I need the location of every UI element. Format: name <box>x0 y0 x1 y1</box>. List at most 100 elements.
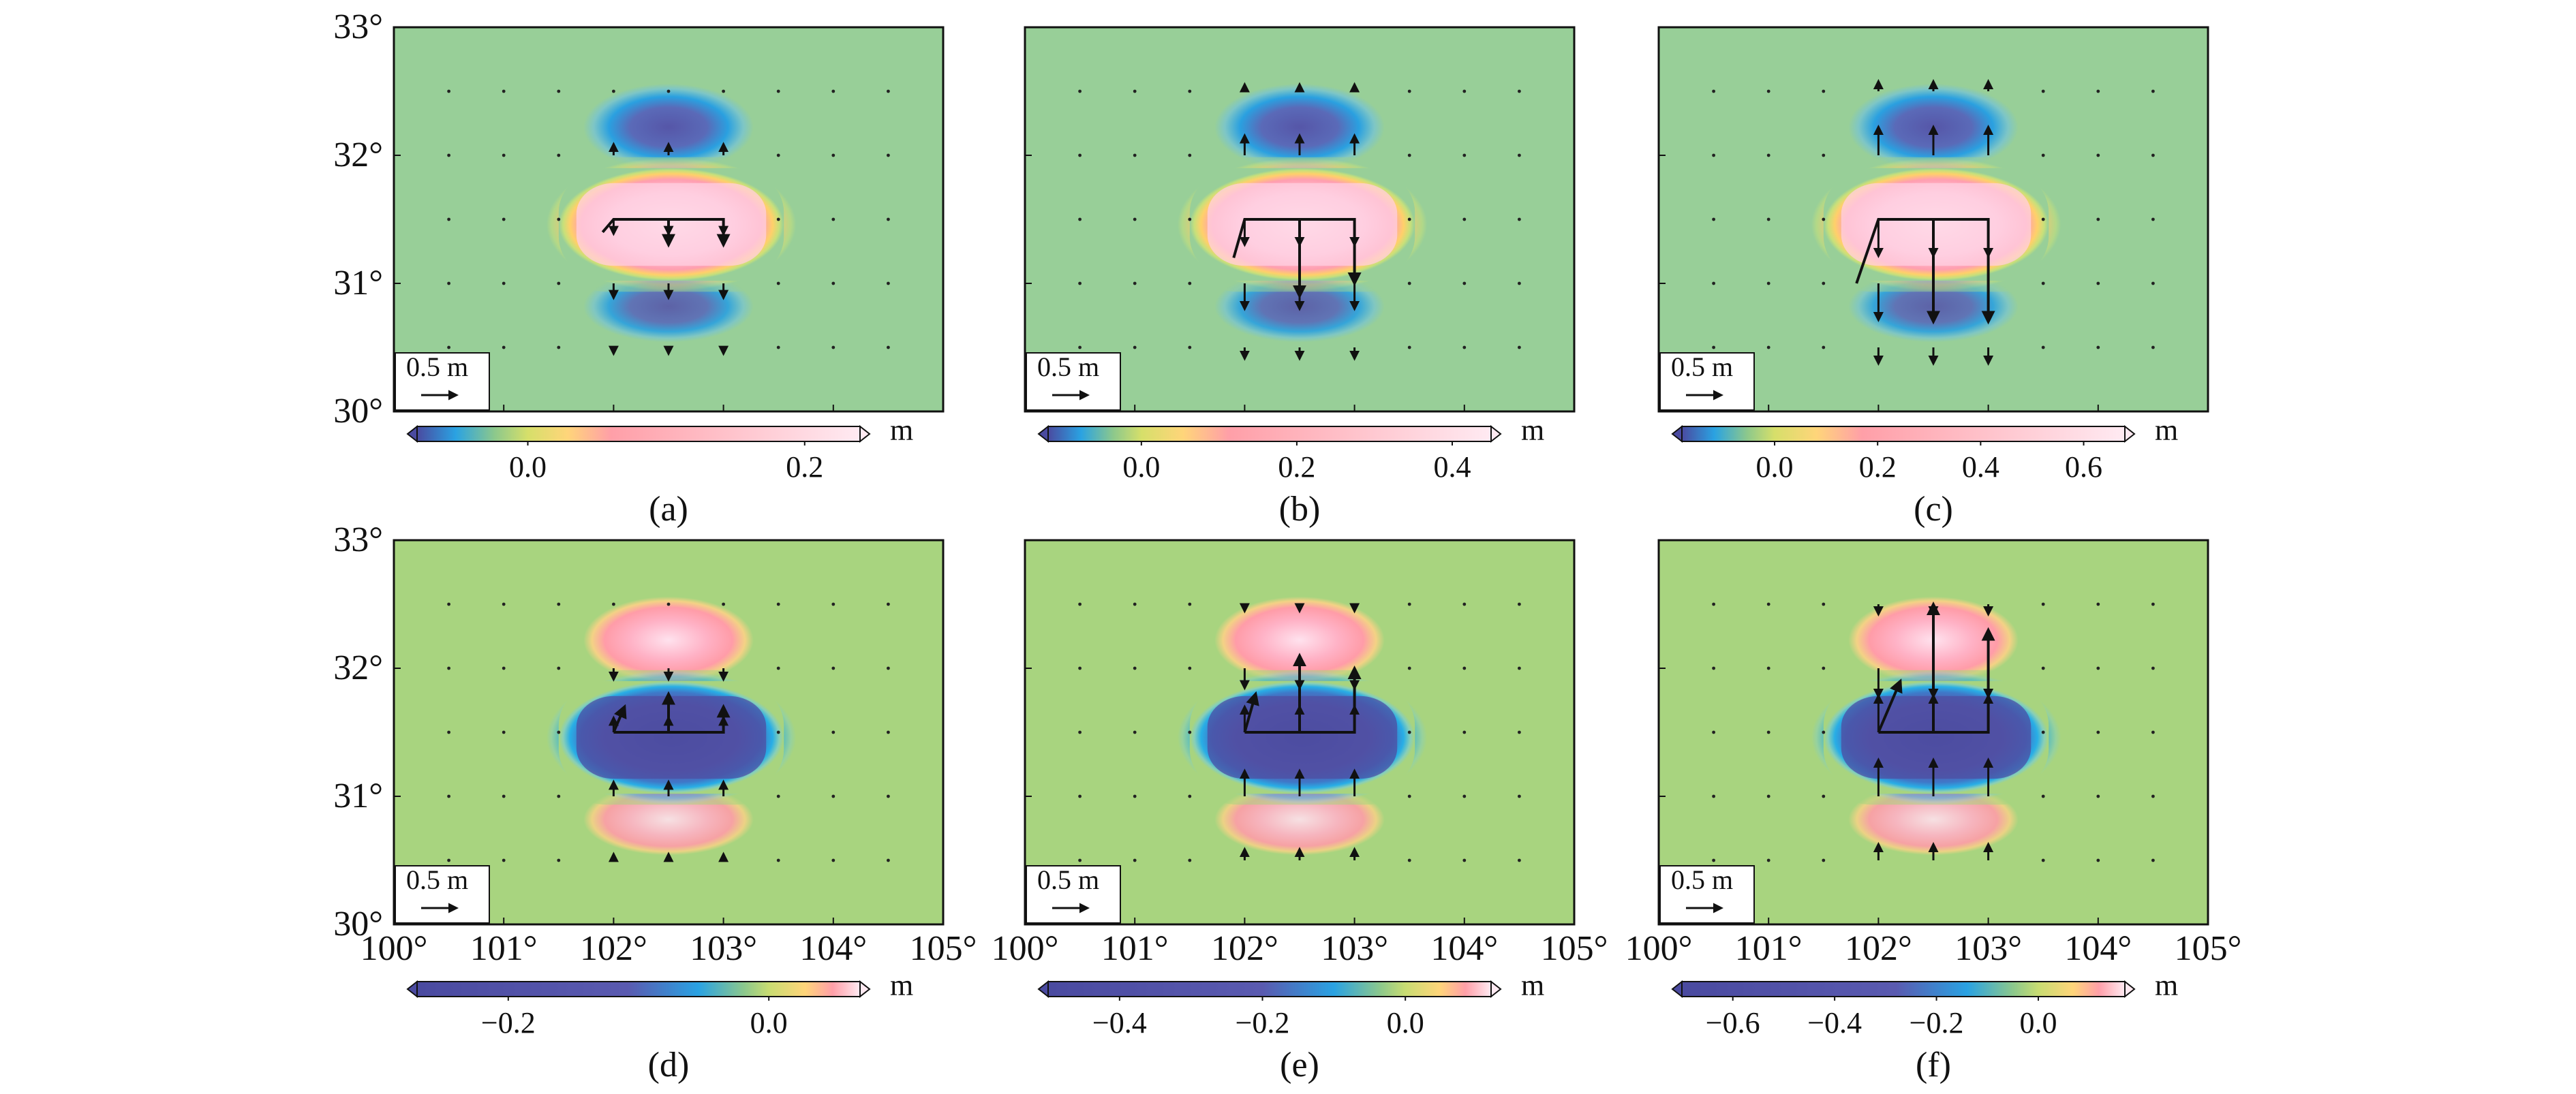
scale-label: 0.5 m <box>406 351 468 382</box>
vector-dot <box>2041 794 2045 798</box>
vector-dot <box>1407 858 1411 862</box>
vector-dot <box>2041 345 2045 349</box>
scale-label: 0.5 m <box>1037 351 1099 382</box>
vector-dot <box>776 345 780 349</box>
colorbar <box>1047 981 1492 997</box>
vector-dot <box>1518 89 1521 93</box>
colorbar-max-triangle <box>2124 980 2136 999</box>
vector-dot <box>2041 666 2045 670</box>
vector-dot <box>557 153 561 157</box>
vector-dot <box>2151 794 2155 798</box>
colorbar-tick-label: 0.2 <box>1859 450 1897 484</box>
colorbar-min-triangle <box>1037 424 1049 443</box>
panel-frame <box>1657 26 2209 413</box>
panel-a: 0.5 m 30° 31° 32° 33° m 0.0 0.2 (a) <box>333 7 945 529</box>
vector-dot <box>776 666 780 670</box>
vector-dot <box>1766 153 1770 157</box>
panel-f: 0.5 m 100° 101° 102° 103° 104° 105°m −0.6 −0.4 −0… <box>1625 539 2241 1084</box>
lon-tick-label: 102° <box>1845 929 1912 968</box>
vector-dot <box>1078 794 1082 798</box>
vector-dot <box>1462 281 1467 285</box>
vector-dot <box>1712 89 1716 93</box>
colorbar-tick-label: −0.4 <box>1092 1006 1147 1040</box>
colorbar-tick-label: 0.0 <box>1387 1006 1424 1040</box>
vector-dot <box>1822 602 1826 606</box>
vector-dot <box>1822 858 1826 862</box>
vector-dot <box>2041 858 2045 862</box>
vector-dot <box>831 794 835 798</box>
vector-dot <box>1133 858 1137 862</box>
vector-dot <box>1462 89 1467 93</box>
vector-dot <box>1078 602 1082 606</box>
vector-dot <box>502 345 506 349</box>
vector-dot <box>1518 602 1521 606</box>
vector-dot <box>502 89 506 93</box>
vector-dot <box>1407 794 1411 798</box>
vector-dot <box>2041 730 2045 734</box>
colorbar-tick-label: −0.2 <box>481 1006 536 1040</box>
vector-dot <box>831 602 835 606</box>
vector-dot <box>831 666 835 670</box>
vector-dot <box>1078 666 1082 670</box>
vector-dot <box>2041 89 2045 93</box>
vector-dot <box>1518 666 1521 670</box>
vector-dot <box>2096 217 2100 221</box>
vector-dot <box>1518 281 1521 285</box>
fault-trace <box>1878 627 1995 734</box>
lon-tick-label: 100° <box>361 929 428 968</box>
vector-dot <box>1078 217 1082 221</box>
vector-dot <box>1133 666 1137 670</box>
lon-tick-label: 100° <box>1625 929 1693 968</box>
main-blob-core <box>1841 696 2031 779</box>
vector-dot <box>557 281 561 285</box>
colorbar-tick-label: 0.2 <box>1278 450 1315 484</box>
vector-dot <box>2151 666 2155 670</box>
vector-dot <box>1188 602 1192 606</box>
vector-dot <box>666 89 671 93</box>
colorbar-unit: m <box>2155 413 2178 447</box>
vector-dot <box>2151 153 2155 157</box>
vector-dot <box>1822 730 1826 734</box>
scale-box <box>395 865 490 924</box>
vector-dot <box>1766 730 1770 734</box>
colorbar <box>1681 426 2126 442</box>
vector-dot <box>447 153 450 157</box>
vector-dot <box>776 858 780 862</box>
vector-dot <box>1188 794 1192 798</box>
fault-trace <box>613 704 731 734</box>
main-blob-core <box>576 183 767 266</box>
vector-dot <box>557 602 561 606</box>
vector-dot <box>1133 217 1137 221</box>
scale-box <box>1026 865 1121 924</box>
vector-dot <box>1518 153 1521 157</box>
scale-label: 0.5 m <box>1671 864 1733 895</box>
vector-dot <box>1822 666 1826 670</box>
lon-tick-label: 105° <box>1541 929 1608 968</box>
vector-dot <box>776 217 780 221</box>
vector-dot <box>2096 730 2100 734</box>
vector-dot <box>612 89 615 93</box>
lon-tick-label: 104° <box>1430 929 1498 968</box>
vector-dot <box>1712 153 1716 157</box>
lat-tick-label: 32° <box>333 136 383 174</box>
vector-dot <box>1188 89 1192 93</box>
vector-dot <box>1078 89 1082 93</box>
main-blob-core <box>576 696 767 779</box>
lon-tick-label: 103° <box>1954 929 2022 968</box>
panel-label: (b) <box>1279 490 1321 529</box>
fault-trace <box>1244 666 1362 734</box>
lon-tick-label: 102° <box>1211 929 1278 968</box>
vector-dot <box>2096 89 2100 93</box>
vector-dot <box>1133 794 1137 798</box>
vector-dot <box>1407 602 1411 606</box>
colorbar-unit: m <box>890 413 913 447</box>
vector-dot <box>1188 345 1192 349</box>
vector-dot <box>502 217 506 221</box>
vector-dot <box>1766 281 1770 285</box>
vector-dot <box>887 153 890 157</box>
vector-dot <box>831 858 835 862</box>
panel-frame <box>1024 539 1576 926</box>
vector-dot <box>1712 794 1716 798</box>
colorbar-tick-label: −0.4 <box>1807 1006 1862 1040</box>
north-lobe <box>583 596 754 684</box>
